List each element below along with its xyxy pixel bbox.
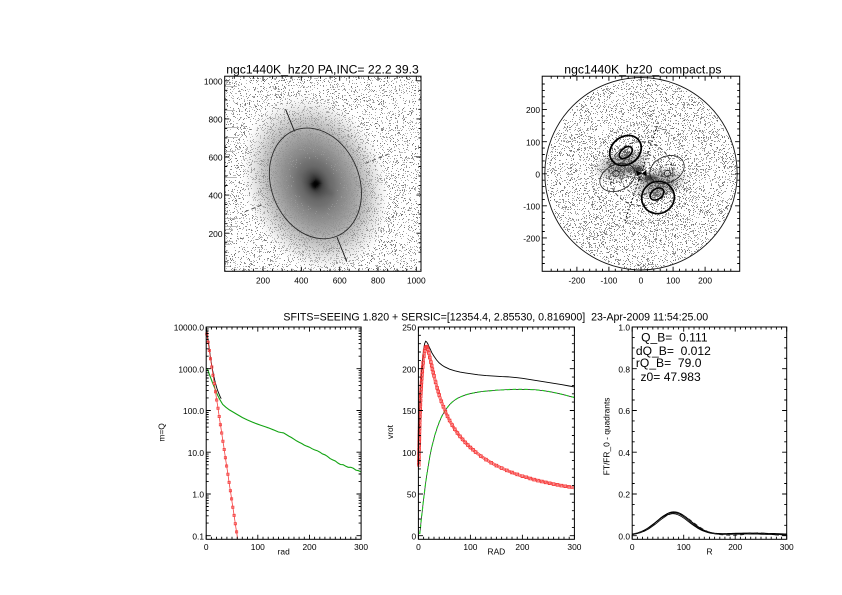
svg-text:100: 100: [463, 542, 477, 552]
svg-text:300: 300: [354, 542, 368, 552]
svg-text:0: 0: [204, 542, 209, 552]
svg-text:0.1: 0.1: [192, 531, 204, 541]
svg-text:200: 200: [303, 542, 317, 552]
svg-text:SFITS=SEEING 1.820 + SERSIC=[1: SFITS=SEEING 1.820 + SERSIC=[12354.4, 2.…: [283, 311, 708, 323]
svg-text:0: 0: [535, 169, 540, 179]
svg-text:m=Q: m=Q: [157, 423, 167, 442]
svg-text:0.8: 0.8: [618, 364, 630, 374]
svg-text:400: 400: [294, 275, 308, 285]
svg-text:ngc1440K_hz20_compact.ps: ngc1440K_hz20_compact.ps: [564, 62, 721, 76]
svg-text:rQ_B= 79.0: rQ_B= 79.0: [636, 356, 702, 370]
svg-text:200: 200: [515, 542, 529, 552]
svg-text:10000.0: 10000.0: [174, 323, 205, 333]
svg-text:1.0: 1.0: [618, 323, 630, 333]
svg-text:200: 200: [209, 229, 223, 239]
svg-text:200: 200: [728, 542, 742, 552]
svg-text:250: 250: [402, 323, 416, 333]
svg-text:0.6: 0.6: [618, 406, 630, 416]
svg-text:1000: 1000: [407, 275, 426, 285]
svg-text:vrot: vrot: [385, 424, 395, 439]
svg-text:200: 200: [526, 105, 540, 115]
svg-text:dQ_B= 0.012: dQ_B= 0.012: [636, 344, 711, 358]
svg-text:1000: 1000: [204, 76, 223, 86]
svg-text:0: 0: [412, 531, 417, 541]
svg-text:0.2: 0.2: [618, 490, 630, 500]
svg-text:200: 200: [698, 275, 712, 285]
svg-text:100.0: 100.0: [183, 406, 204, 416]
svg-text:-200: -200: [523, 234, 540, 244]
svg-text:300: 300: [567, 542, 581, 552]
svg-text:rad: rad: [278, 547, 290, 557]
svg-text:150: 150: [402, 406, 416, 416]
svg-text:800: 800: [209, 115, 223, 125]
svg-text:100: 100: [666, 275, 680, 285]
svg-text:100: 100: [251, 542, 265, 552]
svg-text:RAD: RAD: [488, 547, 506, 557]
svg-text:100: 100: [402, 448, 416, 458]
svg-text:100: 100: [677, 542, 691, 552]
svg-text:1000.0: 1000.0: [178, 364, 204, 374]
svg-text:-100: -100: [601, 275, 618, 285]
svg-text:ngc1440K_hz20 PA,INC= 22.2 39.: ngc1440K_hz20 PA,INC= 22.2 39.3: [226, 62, 419, 76]
svg-text:FT/FR_0 - quadrants: FT/FR_0 - quadrants: [601, 398, 611, 476]
svg-text:0: 0: [639, 275, 644, 285]
svg-text:50: 50: [407, 490, 417, 500]
svg-text:-200: -200: [569, 275, 586, 285]
svg-text:Q_B= 0.111: Q_B= 0.111: [641, 331, 708, 345]
svg-text:600: 600: [209, 153, 223, 163]
svg-text:0.0: 0.0: [618, 531, 630, 541]
svg-text:200: 200: [402, 364, 416, 374]
svg-text:10.0: 10.0: [188, 448, 205, 458]
svg-text:100: 100: [526, 137, 540, 147]
svg-text:0: 0: [630, 542, 635, 552]
svg-text:200: 200: [256, 275, 270, 285]
svg-text:0.4: 0.4: [618, 448, 630, 458]
svg-text:-100: -100: [523, 201, 540, 211]
svg-text:800: 800: [371, 275, 385, 285]
svg-text:600: 600: [333, 275, 347, 285]
svg-text:400: 400: [209, 191, 223, 201]
svg-text:0: 0: [416, 542, 421, 552]
svg-text:z0= 47.983: z0= 47.983: [641, 370, 701, 384]
svg-text:300: 300: [780, 542, 794, 552]
svg-text:R: R: [706, 547, 712, 557]
svg-text:1.0: 1.0: [192, 490, 204, 500]
